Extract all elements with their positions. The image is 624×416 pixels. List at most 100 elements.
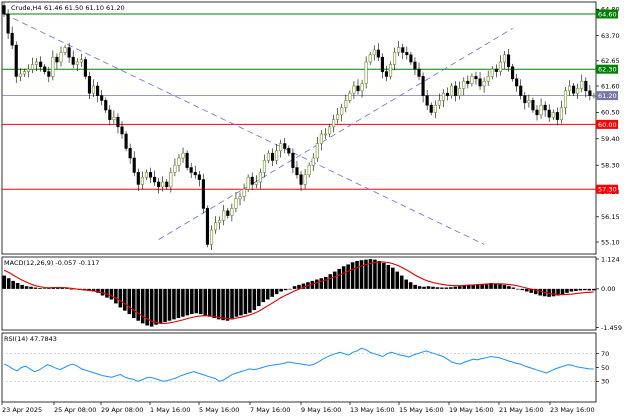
macd-histogram-bar bbox=[462, 285, 467, 289]
candle-body bbox=[226, 210, 230, 216]
candle-body bbox=[348, 92, 352, 101]
price-axis-tick-label: 58.30 bbox=[601, 162, 620, 170]
macd-histogram-bar bbox=[279, 288, 283, 292]
macd-histogram-bar bbox=[355, 260, 359, 289]
candle-body bbox=[242, 188, 246, 197]
macd-histogram-bar bbox=[167, 288, 172, 321]
candle-body bbox=[551, 112, 555, 118]
macd-histogram-bar bbox=[391, 267, 395, 289]
macd-histogram-bar bbox=[20, 284, 24, 289]
candle-body bbox=[59, 52, 63, 63]
macd-histogram-bar bbox=[484, 283, 489, 289]
macd-histogram-bar bbox=[591, 288, 596, 291]
macd-histogram-bar bbox=[292, 286, 297, 289]
candle-body bbox=[478, 78, 482, 87]
macd-histogram-bar bbox=[359, 260, 364, 289]
current-price-badge bbox=[596, 91, 618, 101]
macd-histogram-bar bbox=[56, 287, 60, 289]
candle-body bbox=[445, 92, 450, 96]
candle-body bbox=[6, 13, 10, 34]
candle-body bbox=[454, 85, 458, 96]
resistance-62-30-badge-label: 62.30 bbox=[598, 66, 617, 74]
candle-body bbox=[104, 100, 108, 111]
macd-histogram-bar bbox=[324, 276, 328, 289]
macd-histogram-bar bbox=[270, 288, 274, 297]
candle-body bbox=[30, 64, 35, 70]
macd-histogram-bar bbox=[332, 271, 337, 289]
macd-histogram-bar bbox=[29, 286, 33, 289]
macd-histogram-bar bbox=[578, 288, 583, 291]
candle-body bbox=[559, 107, 563, 120]
candle-body bbox=[344, 100, 348, 108]
candle-body bbox=[425, 95, 429, 106]
macd-histogram-bar bbox=[408, 282, 413, 289]
candle-body bbox=[270, 152, 275, 161]
macd-title: MACD(12,26,9) -0.057 -0.117 bbox=[4, 259, 99, 267]
resistance-64-60-badge-label: 64.60 bbox=[598, 10, 617, 18]
price-axis-tick-label: 55.10 bbox=[601, 238, 620, 246]
resistance-64-60-badge bbox=[596, 9, 618, 19]
candle-body bbox=[169, 172, 173, 188]
x-tick-label: 13 May 16:00 bbox=[350, 406, 395, 414]
macd-histogram-bar bbox=[301, 283, 306, 289]
x-tick-label: 15 May 16:00 bbox=[399, 406, 444, 414]
candle-body bbox=[397, 47, 401, 53]
candle-body bbox=[511, 66, 515, 80]
candle-body bbox=[535, 109, 539, 116]
candle-body bbox=[218, 220, 222, 224]
candle-body bbox=[547, 109, 551, 118]
candle-body bbox=[2, 5, 6, 15]
macd-histogram-bar bbox=[346, 264, 350, 289]
candle-body bbox=[563, 90, 568, 108]
macd-histogram-bar bbox=[341, 266, 346, 289]
macd-histogram-bar bbox=[114, 288, 118, 304]
price-axis-tick-label: 56.15 bbox=[601, 213, 620, 221]
candle-body bbox=[67, 47, 71, 58]
candle-body bbox=[323, 133, 328, 136]
x-tick-label: 29 Apr 08:00 bbox=[101, 406, 143, 414]
current-price-badge-label: 61.20 bbox=[598, 92, 617, 100]
candle-body bbox=[230, 208, 234, 216]
candle-body bbox=[181, 152, 185, 159]
candle-body bbox=[527, 100, 531, 104]
macd-histogram-bar bbox=[502, 284, 507, 289]
macd-histogram-bar bbox=[395, 271, 400, 289]
candle-body bbox=[128, 148, 132, 159]
macd-histogram-bar bbox=[11, 280, 15, 289]
candle-body bbox=[222, 210, 226, 221]
x-tick-label: 5 May 16:00 bbox=[199, 406, 239, 414]
rsi-title: RSI(14) 47.7843 bbox=[4, 335, 57, 343]
candle-body bbox=[498, 61, 502, 72]
macd-histogram-bar bbox=[239, 288, 243, 316]
macd-histogram-bar bbox=[422, 286, 426, 289]
candle-body bbox=[340, 107, 344, 116]
macd-histogram-bar bbox=[190, 288, 194, 315]
candle-body bbox=[205, 208, 210, 245]
candle-body bbox=[262, 160, 266, 173]
candle-body bbox=[486, 76, 490, 82]
x-axis: 23 Apr 2025 25 Apr 08:00 29 Apr 08:00 1 May… bbox=[1, 402, 595, 414]
candle-body bbox=[26, 68, 31, 72]
candle-body bbox=[189, 167, 193, 173]
macd-histogram-bar bbox=[60, 287, 65, 289]
candle-body bbox=[384, 71, 389, 77]
candle-body bbox=[51, 56, 55, 77]
candle-body bbox=[173, 164, 177, 173]
macd-histogram-bar bbox=[33, 287, 38, 289]
candle-body bbox=[515, 78, 519, 87]
macd-histogram-bar bbox=[123, 288, 127, 311]
candle-body bbox=[336, 114, 340, 120]
price-ohlc-readout: 61.46 61.50 61.10 61.20 bbox=[44, 4, 125, 12]
candle-body bbox=[35, 61, 39, 65]
candle-body bbox=[421, 76, 425, 96]
candle-body bbox=[462, 80, 466, 89]
candle-body bbox=[466, 80, 470, 84]
x-tick-label: 25 Apr 08:00 bbox=[54, 406, 96, 414]
candle-body bbox=[299, 174, 303, 185]
candle-body bbox=[523, 95, 527, 104]
macd-histogram-bar bbox=[91, 288, 96, 292]
macd-histogram-bar bbox=[471, 284, 475, 289]
candle-body bbox=[254, 181, 258, 185]
rsi-panel: 70 50 30 RSI(14) 47.7843 bbox=[1, 332, 609, 403]
macd-histogram-bar bbox=[435, 287, 440, 289]
